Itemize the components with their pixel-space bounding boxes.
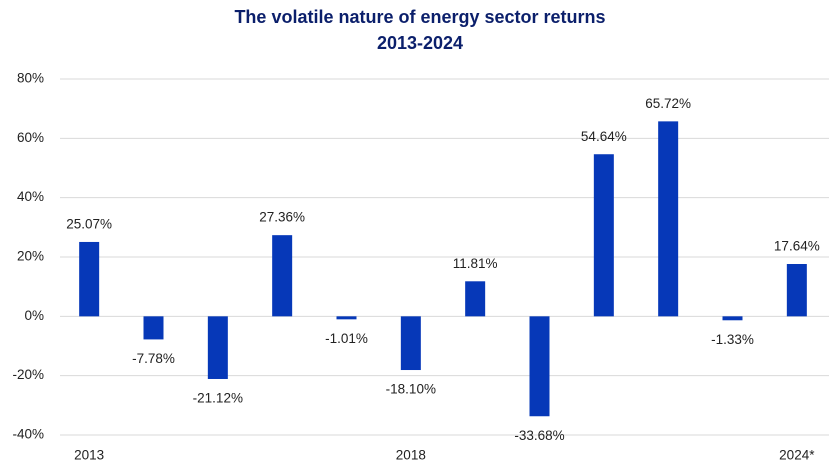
- value-label: -1.33%: [711, 332, 754, 347]
- value-label: 25.07%: [66, 217, 112, 232]
- bar: [272, 235, 293, 317]
- bar: [207, 316, 228, 379]
- value-label: 65.72%: [645, 96, 691, 111]
- bar: [400, 316, 421, 371]
- bar: [529, 316, 550, 417]
- y-tick-label: 60%: [17, 130, 44, 145]
- bar: [786, 264, 807, 317]
- x-tick-label: 2013: [74, 448, 104, 463]
- y-tick-label: 40%: [17, 189, 44, 204]
- value-label: -21.12%: [193, 391, 243, 406]
- bar: [79, 241, 100, 317]
- bar: [722, 316, 743, 321]
- value-label: -7.78%: [132, 351, 175, 366]
- bar: [658, 121, 679, 317]
- value-label: -1.01%: [325, 331, 368, 346]
- bar: [593, 154, 614, 317]
- chart-subtitle: 2013-2024: [377, 33, 463, 53]
- bar: [336, 316, 357, 320]
- value-label: -33.68%: [514, 428, 564, 443]
- y-tick-label: 0%: [24, 308, 44, 323]
- value-label: 17.64%: [774, 239, 820, 254]
- value-label: -18.10%: [386, 382, 436, 397]
- y-tick-label: -20%: [12, 367, 44, 382]
- value-label: 54.64%: [581, 129, 627, 144]
- x-tick-label: 2024*: [779, 448, 815, 463]
- value-label: 27.36%: [259, 210, 305, 225]
- value-label: 11.81%: [453, 256, 498, 271]
- y-tick-label: -40%: [12, 427, 44, 442]
- bar: [465, 281, 486, 317]
- y-tick-label: 80%: [17, 71, 44, 86]
- chart-title: The volatile nature of energy sector ret…: [234, 7, 605, 27]
- x-tick-label: 2018: [396, 448, 426, 463]
- y-tick-label: 20%: [17, 249, 44, 264]
- bar: [143, 316, 164, 340]
